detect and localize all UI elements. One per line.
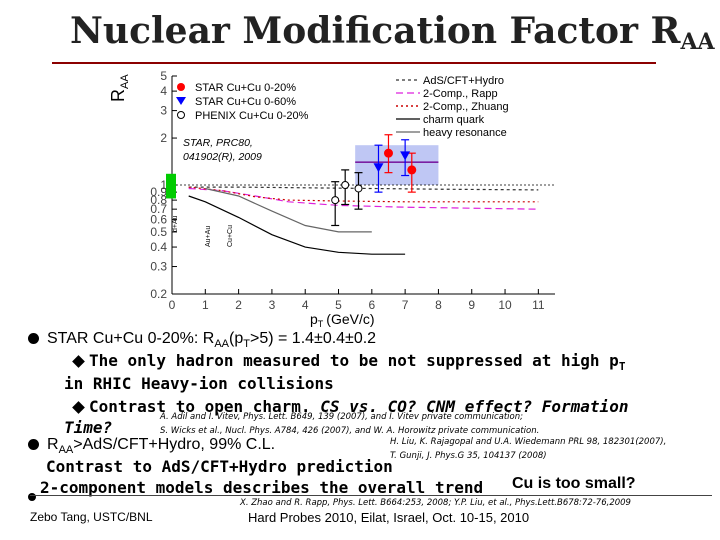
legend-marker-star-020 xyxy=(177,83,185,91)
curve-ads-cft-hydro xyxy=(188,186,539,191)
data-point-phenix xyxy=(341,181,350,189)
title-underline xyxy=(52,62,656,64)
y-tick-label: 0.4 xyxy=(150,240,167,254)
curve-2-comp-zhuang xyxy=(188,186,539,203)
reference-1: A. Adil and I. Vitev, Phys. Lett. B649, … xyxy=(160,412,523,422)
bullet-raa-ads: RAA>AdS/CFT+Hydro, 99% C.L. xyxy=(28,436,275,456)
bullet-dot-3 xyxy=(28,486,44,505)
y-tick-label: 4 xyxy=(160,84,167,98)
b1-sub: AA xyxy=(214,338,230,351)
curve-heavy-resonance xyxy=(205,187,372,233)
band-label-auau: Au+Au xyxy=(205,226,212,247)
sub-bullet-2: Contrast to open charm. CS vs. CO? CNM e… xyxy=(70,397,628,416)
s1-text: The only hadron measured to be not suppr… xyxy=(89,351,619,370)
x-tick-label: 10 xyxy=(498,298,512,312)
sub-bullet-1-line2: in RHIC Heavy-ion collisions xyxy=(64,374,334,393)
b1-text-mid: (p xyxy=(229,330,244,347)
x-tick-label: 8 xyxy=(435,298,442,312)
data-point-star-020 xyxy=(407,165,417,175)
data-point-star-060 xyxy=(400,151,411,161)
title-text: Nuclear Modification Factor R xyxy=(70,10,681,52)
x-tick-label: 2 xyxy=(235,298,242,312)
footer-rule xyxy=(30,495,712,496)
x-tick-label: 1 xyxy=(202,298,209,312)
b2-sub: AA xyxy=(58,444,74,457)
x-tick-label: 7 xyxy=(402,298,409,312)
reference-2: S. Wicks et al., Nucl. Phys. A784, 426 (… xyxy=(160,426,540,436)
x-tick-label: 9 xyxy=(468,298,475,312)
legend-label-zhuang: 2-Comp., Zhuang xyxy=(423,101,509,113)
x-tick-label: 0 xyxy=(169,298,176,312)
y-tick-label: 0.2 xyxy=(150,287,167,301)
s2-text: Contrast to open charm. xyxy=(89,397,311,416)
b1-sub2: T xyxy=(243,338,250,351)
band-label-dau: d+Au xyxy=(172,215,179,232)
bullet-star-raa: STAR Cu+Cu 0-20%: RAA(pT>5) = 1.4±0.4±0.… xyxy=(28,330,376,350)
slide-title: Nuclear Modification Factor RAA xyxy=(70,10,715,55)
data-point-phenix xyxy=(331,196,340,205)
y-tick-label: 2 xyxy=(160,131,167,145)
x-tick-label: 6 xyxy=(368,298,375,312)
diamond-icon xyxy=(72,355,85,368)
legend-label-rapp: 2-Comp., Rapp xyxy=(423,88,498,100)
y-tick-label: 3 xyxy=(160,104,167,118)
data-point-star-060 xyxy=(373,163,384,173)
band-label-cucu: Cu+Cu xyxy=(227,225,234,247)
sub-bullet-1: The only hadron measured to be not suppr… xyxy=(70,351,625,373)
plot-annotation-1: STAR, PRC80, xyxy=(183,137,253,149)
legend-label-charm: charm quark xyxy=(423,114,485,126)
reference-3: H. Liu, K. Rajagopal and U.A. Wiedemann … xyxy=(390,437,667,447)
y-tick-label: 0.7 xyxy=(150,202,167,216)
plot-annotation-2: 041902(R), 2009 xyxy=(183,151,262,163)
cu-too-small: Cu is too small? xyxy=(512,475,636,492)
x-tick-label: 3 xyxy=(269,298,276,312)
normalization-box xyxy=(166,173,176,199)
legend-label-heavy: heavy resonance xyxy=(423,127,507,139)
reference-5: X. Zhao and R. Rapp, Phys. Lett. B664:25… xyxy=(240,498,631,508)
y-tick-label: 0.8 xyxy=(150,193,167,207)
sub-bullet-2-line2: Time? xyxy=(64,418,113,437)
legend-label-star-020: STAR Cu+Cu 0-20% xyxy=(195,82,296,94)
legend-label-star-060: STAR Cu+Cu 0-60% xyxy=(195,96,296,108)
x-tick-label: 4 xyxy=(302,298,309,312)
y-tick-label: 0.6 xyxy=(150,213,167,227)
two-component-line: 2-component models describes the overall… xyxy=(40,478,484,497)
title-subscript: AA xyxy=(680,29,715,55)
legend-label-phenix: PHENIX Cu+Cu 0-20% xyxy=(195,110,309,122)
curve-2-comp-rapp xyxy=(188,187,539,210)
b2-text-post: >AdS/CFT+Hydro, 99% C.L. xyxy=(73,436,276,453)
y-tick-label: 1 xyxy=(160,178,167,192)
footer-author: Zebo Tang, USTC/BNL xyxy=(30,510,153,524)
bullet-dot-2 xyxy=(28,439,39,451)
y-tick-label: 0.9 xyxy=(150,185,167,199)
y-tick-label: 0.5 xyxy=(150,225,167,239)
legend-marker-phenix xyxy=(177,111,185,119)
legend-marker-star-060 xyxy=(176,97,186,105)
legend-label-ads: AdS/CFT+Hydro xyxy=(423,75,504,87)
x-tick-label: 11 xyxy=(532,298,545,312)
data-point-phenix xyxy=(354,184,363,193)
x-tick-label: 5 xyxy=(335,298,342,312)
average-band-0 xyxy=(355,145,439,185)
y-tick-label: 0.3 xyxy=(150,260,167,274)
data-point-star-020 xyxy=(383,148,393,158)
footer-conference: Hard Probes 2010, Eilat, Israel, Oct. 10… xyxy=(248,510,530,525)
curve-charm-quark xyxy=(188,195,406,255)
y-axis-label: RAA xyxy=(110,74,131,102)
b2-text-pre: R xyxy=(47,436,59,453)
s2-italic: CS vs. CO? CNM effect? Formation xyxy=(320,397,629,416)
bullet-dot-1 xyxy=(28,333,39,345)
b1-text-pre: STAR Cu+Cu 0-20%: R xyxy=(47,330,215,347)
reference-4: T. Gunji, J. Phys.G 35, 104137 (2008) xyxy=(390,451,547,461)
y-tick-label: 5 xyxy=(160,69,167,83)
legend-left: STAR Cu+Cu 0-20% STAR Cu+Cu 0-60% PHENIX… xyxy=(176,82,309,122)
legend-right: AdS/CFT+Hydro 2-Comp., Rapp 2-Comp., Zhu… xyxy=(396,75,509,139)
x-axis-label: pT (GeV/c) xyxy=(310,311,375,328)
b1-text-post: >5) = 1.4±0.4±0.2 xyxy=(249,330,377,347)
diamond-icon xyxy=(72,401,85,414)
contrast-line: Contrast to AdS/CFT+Hydro prediction xyxy=(46,457,393,476)
s1-sub: T xyxy=(618,360,626,374)
